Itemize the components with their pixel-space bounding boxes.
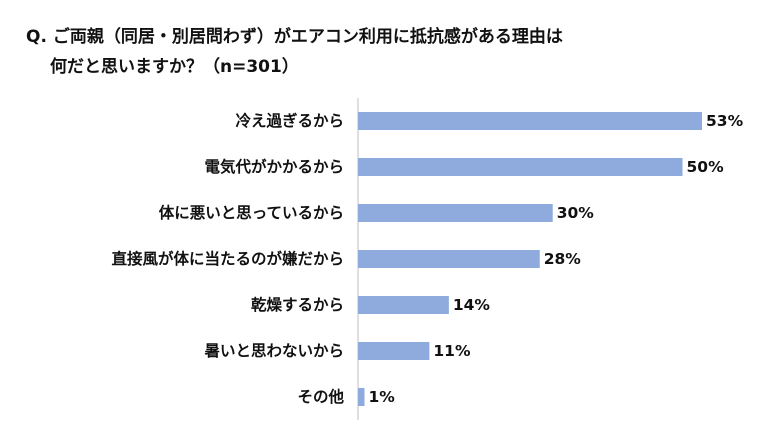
bar-0 xyxy=(358,112,702,130)
value-label-4: 14% xyxy=(453,296,491,314)
category-label-3: 直接風が体に当たるのが嫌だから xyxy=(111,249,344,268)
bar-5 xyxy=(358,342,430,360)
value-label-3: 28% xyxy=(544,250,582,268)
bar-2 xyxy=(358,204,553,222)
value-label-5: 11% xyxy=(433,342,471,360)
bar-1 xyxy=(358,158,683,176)
bar-6 xyxy=(358,388,365,406)
bar-3 xyxy=(358,250,540,268)
category-label-1: 電気代がかかるから xyxy=(204,157,344,176)
value-label-0: 53% xyxy=(706,112,744,130)
category-label-6: その他 xyxy=(297,387,344,406)
chart-title-line-2: 何だと思いますか？（n=301） xyxy=(50,57,299,77)
category-label-4: 乾燥するから xyxy=(251,295,344,314)
value-label-6: 1% xyxy=(368,388,395,406)
value-label-1: 50% xyxy=(687,158,725,176)
bar-4 xyxy=(358,296,449,314)
category-label-0: 冷え過ぎるから xyxy=(235,111,344,130)
category-label-5: 暑いと思わないから xyxy=(204,341,344,360)
value-label-2: 30% xyxy=(557,204,595,222)
category-label-2: 体に悪いと思っているから xyxy=(159,203,344,222)
chart-title-line-1: Q. ご両親（同居・別居問わず）がエアコン利用に抵抗感がある理由は xyxy=(26,27,563,47)
